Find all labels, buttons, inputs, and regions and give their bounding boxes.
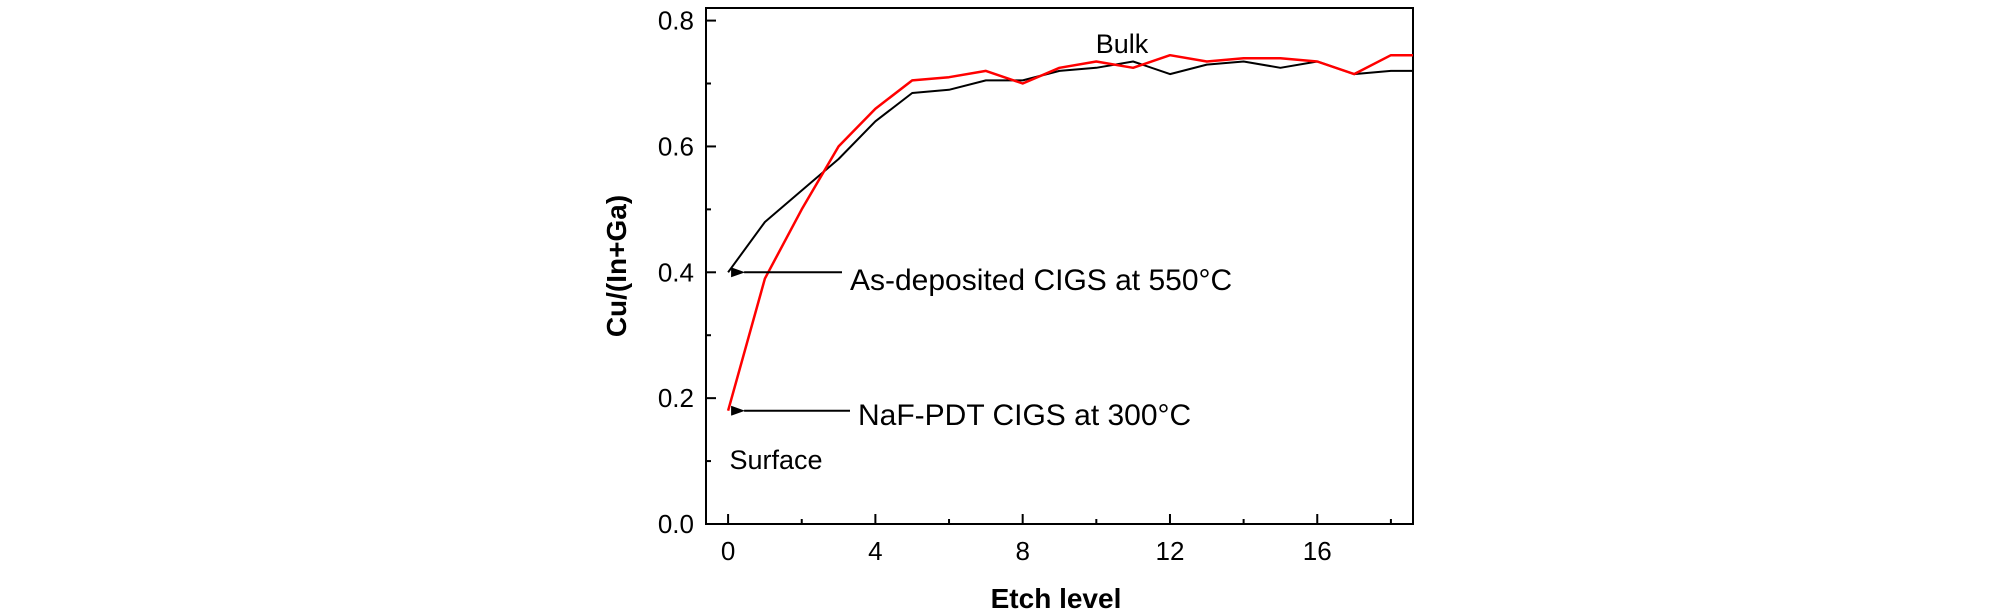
y-axis-ticks: 0.0 0.2 0.4 0.6 0.8 [658,6,716,539]
x-axis-ticks: 0 4 8 12 16 [721,514,1392,566]
y-tick-label: 0.2 [658,383,694,413]
x-axis-title: Etch level [991,583,1122,614]
y-tick-label: 0.8 [658,6,694,36]
x-tick-label: 16 [1303,536,1332,566]
annotation-red-label: NaF-PDT CIGS at 300°C [858,399,1191,432]
series-line-2 [726,53,1413,412]
x-tick-label: 12 [1156,536,1185,566]
y-tick-label: 0.4 [658,257,694,287]
annotation-surface: Surface [729,445,822,475]
annotation-black-label: As-deposited CIGS at 550°C [850,264,1232,297]
x-tick-label: 4 [868,536,882,566]
series-line-1 [727,60,1413,273]
y-tick-label: 0.0 [658,509,694,539]
y-tick-label: 0.6 [658,131,694,161]
x-tick-label: 8 [1015,536,1029,566]
y-axis-title: Cu/(In+Ga) [601,195,632,337]
x-tick-label: 0 [721,536,735,566]
annotation-bulk: Bulk [1096,29,1149,59]
plot-frame [705,7,1414,525]
series-layer [726,53,1413,412]
